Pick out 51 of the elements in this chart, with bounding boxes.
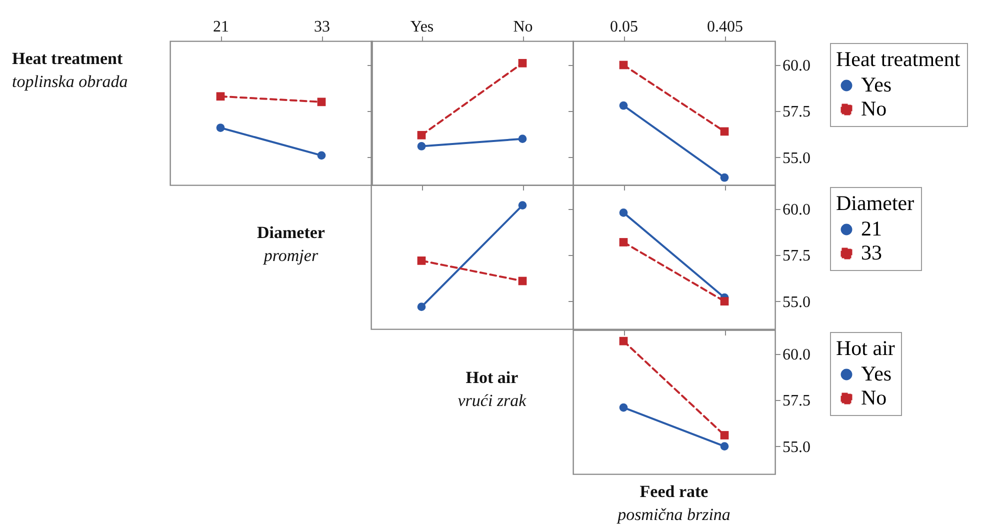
point [619,60,628,70]
point [720,431,729,440]
point [619,101,628,110]
x-axis-title: Diameter promjer [257,222,325,267]
point [720,442,729,450]
point [317,98,326,106]
legend-title: Heat treatment [836,47,960,71]
legend-label: 33 [861,240,882,264]
legend-label: No [861,386,887,410]
point [518,276,527,286]
x-tick-label: 21 [213,18,229,36]
y-tick-label: 57.5 [782,248,810,265]
point [518,58,527,68]
point [216,124,225,132]
y-tick-label: 60.0 [782,202,810,218]
point [216,92,225,101]
x-tick-label: No [513,18,533,36]
legend-title: Hot air [836,336,895,360]
point [619,208,628,217]
point [518,201,527,210]
point [417,130,426,140]
x-tick-label: 33 [314,18,330,36]
legend-label: Yes [861,72,892,96]
y-tick-label: 55.0 [782,438,810,456]
x-axis-title: Feed rate posmična brzina [618,481,730,526]
y-tick-label: 57.5 [782,104,810,121]
legend-label: No [861,96,887,120]
x-tick-label: Yes [410,18,434,36]
point [619,238,628,246]
y-tick-label: 60.0 [782,58,810,74]
point [619,403,628,412]
legend-title: Diameter [836,191,914,215]
legend-label: 21 [861,216,882,240]
point [417,302,426,312]
point [619,336,628,346]
y-tick-label: 60.0 [782,346,810,364]
point [720,127,729,136]
y-tick-label: 55.0 [782,294,810,311]
point [317,151,326,160]
point [417,256,426,265]
y-axis-title: Heat treatment toplinska obrada [12,48,128,93]
point [720,173,729,182]
point [720,297,729,306]
point [417,142,426,150]
y-tick-label: 57.5 [782,392,810,410]
x-tick-label: 0.05 [610,18,638,36]
x-axis-title: Hot air vrući zrak [458,367,526,412]
legend-label: Yes [861,362,892,386]
point [518,134,527,144]
x-tick-label: 0.405 [707,18,743,36]
y-tick-label: 55.0 [782,150,810,167]
